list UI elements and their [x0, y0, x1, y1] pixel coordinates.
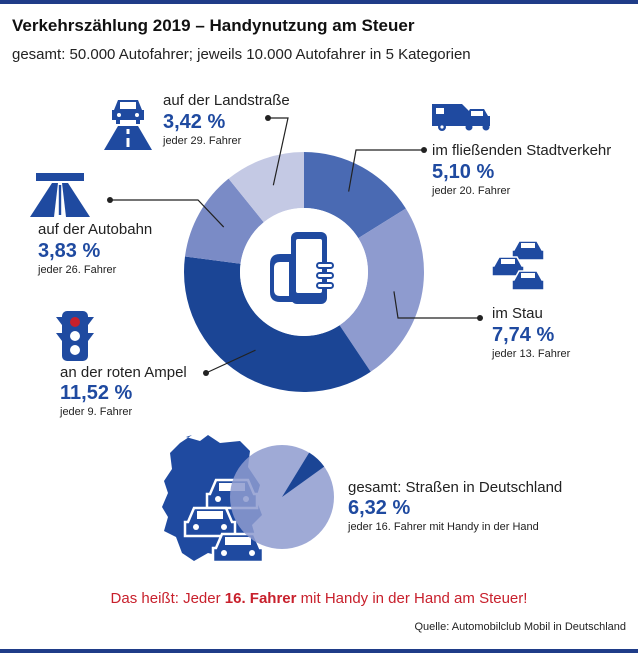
- donut-slice-stau: [339, 208, 424, 372]
- hand-holding-phone-icon: [270, 232, 334, 304]
- leader-lines: [107, 115, 483, 376]
- percent-landstrasse: 3,42 %: [163, 111, 226, 133]
- donut-slice-landstrasse: [228, 152, 304, 223]
- leader-stadtverkehr: [348, 149, 424, 192]
- top-rule: [0, 0, 638, 4]
- leader-stadtverkehr-dot: [421, 147, 427, 153]
- donut-slice-rote-ampel: [183, 256, 371, 393]
- leader-stau-dot: [477, 315, 483, 321]
- percent-gesamt: 6,32 %: [348, 497, 411, 519]
- percent-stau: 7,74 %: [492, 324, 555, 346]
- van-and-car-icon: [432, 104, 490, 131]
- donut-slice-stadtverkehr: [304, 152, 406, 239]
- conclusion-text: Das heißt: Jeder 16. Fahrer mit Handy in…: [0, 590, 638, 607]
- leader-landstrasse-dot: [265, 115, 271, 121]
- total-pie-slice: [282, 452, 325, 497]
- chart-title: Verkehrszählung 2019 – Handynutzung am S…: [12, 16, 415, 35]
- conclusion-suffix: mit Handy in der Hand am Steuer!: [296, 590, 528, 607]
- leader-autobahn-dot: [107, 197, 113, 203]
- frequency-landstrasse: jeder 29. Fahrer: [163, 135, 242, 147]
- frequency-stau: jeder 13. Fahrer: [492, 348, 571, 360]
- label-stau: im Stau: [492, 305, 543, 322]
- percent-rote-ampel: 11,52 %: [60, 382, 133, 404]
- country-road-icon: [104, 100, 152, 150]
- label-gesamt: gesamt: Straßen in Deutschland: [348, 479, 563, 496]
- label-stadtverkehr: im fließenden Stadtverkehr: [432, 142, 612, 159]
- leader-stau: [393, 291, 480, 319]
- leader-landstrasse: [268, 117, 289, 186]
- percent-stadtverkehr: 5,10 %: [432, 161, 495, 183]
- frequency-autobahn: jeder 26. Fahrer: [38, 264, 117, 276]
- bottom-rule: [0, 649, 638, 653]
- total-pie-chart: [230, 445, 334, 549]
- conclusion-highlight: 16. Fahrer: [224, 590, 297, 607]
- label-rote-ampel: an der roten Ampel: [60, 364, 187, 381]
- leader-rote-ampel: [205, 349, 256, 374]
- donut-slice-autobahn: [185, 178, 264, 264]
- frequency-stadtverkehr: jeder 20. Fahrer: [432, 185, 511, 197]
- traffic-jam-icon: [491, 240, 545, 291]
- traffic-light-icon: [56, 311, 94, 361]
- label-landstrasse: auf der Landstraße: [163, 92, 290, 109]
- leader-autobahn: [110, 199, 225, 228]
- conclusion-prefix: Das heißt: Jeder: [110, 590, 225, 607]
- frequency-rote-ampel: jeder 9. Fahrer: [60, 406, 133, 418]
- source-note: Quelle: Automobilclub Mobil in Deutschla…: [414, 621, 626, 633]
- percent-autobahn: 3,83 %: [38, 240, 101, 262]
- label-autobahn: auf der Autobahn: [38, 221, 153, 238]
- chart-subtitle: gesamt: 50.000 Autofahrer; jeweils 10.00…: [12, 46, 471, 63]
- leader-rote-ampel-dot: [203, 370, 209, 376]
- highway-icon: [30, 173, 90, 217]
- frequency-gesamt: jeder 16. Fahrer mit Handy in der Hand: [348, 521, 539, 533]
- germany-map-with-cars-icon: [162, 435, 265, 564]
